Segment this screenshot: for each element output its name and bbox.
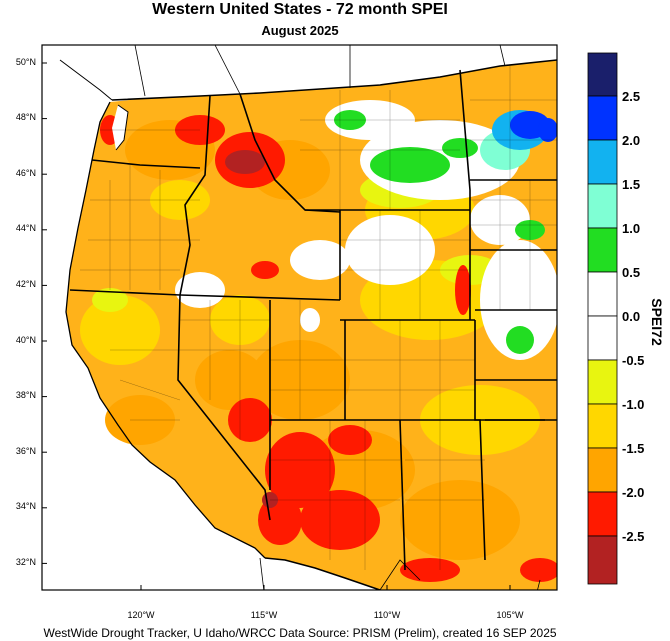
lat-label: 36°N <box>15 446 36 456</box>
colorbar-label: -1.0 <box>622 397 645 412</box>
lon-label: 120°W <box>127 610 155 620</box>
lat-label: 42°N <box>15 279 36 289</box>
state-borders <box>69 59 557 590</box>
colorbar-label: 1.0 <box>622 221 641 236</box>
colorbar-label: 0.5 <box>622 265 641 280</box>
lat-label: 38°N <box>15 390 36 400</box>
coastline <box>65 101 266 559</box>
spei-field <box>59 45 557 590</box>
lat-label: 34°N <box>15 501 36 511</box>
map-subtitle: August 2025 <box>261 23 339 38</box>
lat-label: 50°N <box>15 57 36 67</box>
colorbar-label: 0.0 <box>622 309 641 324</box>
colorbar-label: 2.0 <box>622 133 641 148</box>
lat-label: 32°N <box>15 557 36 567</box>
map-title: Western United States - 72 month SPEI <box>152 1 448 18</box>
colorbar-label: -2.0 <box>622 485 645 500</box>
colorbar-label: -0.5 <box>622 353 645 368</box>
lon-label: 110°W <box>373 610 401 620</box>
lat-label: 48°N <box>15 112 36 122</box>
lon-label: 105°W <box>496 610 524 620</box>
colorbar <box>587 52 618 585</box>
lat-label: 46°N <box>15 168 36 178</box>
lon-label: 115°W <box>250 610 278 620</box>
colorbar-label: -2.5 <box>622 529 645 544</box>
colorbar-label: 1.5 <box>622 177 641 192</box>
footer-credit: WestWide Drought Tracker, U Idaho/WRCC D… <box>43 626 557 640</box>
lon-ticks <box>140 585 511 590</box>
lat-ticks <box>42 62 47 564</box>
colorbar-label: -1.5 <box>622 441 645 456</box>
lat-label: 44°N <box>15 223 36 233</box>
lat-label: 40°N <box>15 335 36 345</box>
colorbar-label: 2.5 <box>622 89 641 104</box>
colorbar-title: SPEI72 <box>649 298 665 346</box>
